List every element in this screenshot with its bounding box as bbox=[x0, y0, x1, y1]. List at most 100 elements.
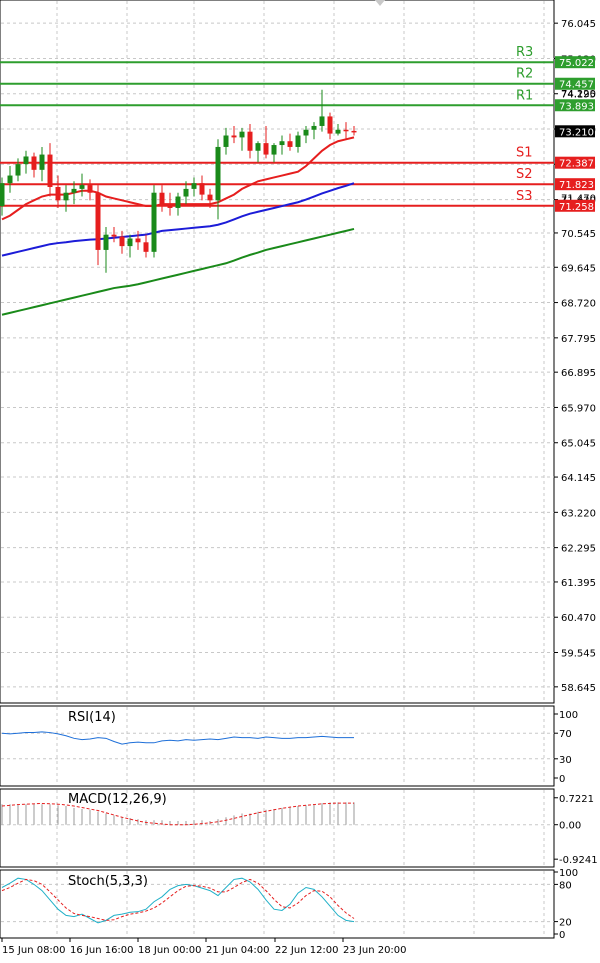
candle-body bbox=[23, 156, 29, 165]
axis-tick-label: 20 bbox=[559, 918, 572, 929]
candle-body bbox=[215, 146, 221, 201]
pivot-level-tag bbox=[555, 56, 595, 69]
time-tick-label: 18 Jun 00:00 bbox=[138, 945, 202, 956]
candle-body bbox=[207, 194, 213, 201]
price-tick-label: 64.145 bbox=[561, 473, 596, 484]
price-tick-label: 59.545 bbox=[561, 649, 596, 660]
candle-body bbox=[319, 116, 325, 126]
candlesticks bbox=[0, 89, 357, 273]
scroll-marker-icon bbox=[375, 0, 385, 6]
pivot-level-name: S3 bbox=[516, 189, 533, 204]
price-tick-label: 69.645 bbox=[561, 263, 596, 274]
candle-body bbox=[71, 188, 77, 193]
current-price-box bbox=[555, 125, 595, 138]
rsi-axis: 100 70 30 0 bbox=[554, 710, 578, 785]
candle-body bbox=[271, 145, 277, 155]
price-tick-label: 61.395 bbox=[561, 578, 596, 589]
candle-body bbox=[231, 135, 237, 138]
pivot-level-name: R2 bbox=[516, 67, 533, 82]
macd-signal-series bbox=[1, 802, 354, 826]
pivot-level-value: 71.258 bbox=[559, 202, 594, 213]
candle-body bbox=[223, 135, 229, 147]
stoch-lines bbox=[1, 877, 355, 924]
candle-body bbox=[311, 125, 317, 130]
price-tick-label: 76.045 bbox=[561, 19, 596, 30]
candle-body bbox=[127, 238, 133, 247]
pivot-level-name: S1 bbox=[516, 146, 533, 161]
rsi-grid bbox=[1, 707, 554, 785]
price-tick-label: 65.045 bbox=[561, 439, 596, 450]
price-tick-label: 68.720 bbox=[561, 299, 596, 310]
pivot-level-value: 72.387 bbox=[559, 159, 594, 170]
candle-body bbox=[303, 129, 309, 136]
pivot-level-tag bbox=[555, 77, 595, 90]
price-tick-label: 74.220 bbox=[561, 89, 596, 100]
price-tick-label: 67.795 bbox=[561, 334, 596, 345]
current-price-value: 73.210 bbox=[559, 127, 594, 138]
rsi-line bbox=[1, 731, 354, 745]
axis-tick-label: 80 bbox=[559, 880, 572, 891]
candle-body bbox=[327, 116, 333, 134]
axis-tick-label: 0 bbox=[559, 930, 565, 941]
axis-tick-label: 70 bbox=[559, 729, 572, 740]
candle-body bbox=[351, 130, 357, 133]
candle-body bbox=[295, 135, 301, 147]
candle-body bbox=[287, 141, 293, 147]
pivot-levels: R3 R2 R1 S1 S2 S3 bbox=[0, 45, 554, 207]
candle-body bbox=[63, 192, 69, 201]
pivot-level-tag bbox=[555, 199, 595, 212]
candle-body bbox=[39, 154, 45, 170]
pivot-level-tags: 75.022 74.457 73.893 72.387 71.823 71.258 bbox=[555, 56, 595, 213]
pivot-level-value: 73.893 bbox=[559, 101, 594, 112]
pivot-level-tag bbox=[555, 99, 595, 112]
pivot-level-name: S2 bbox=[516, 167, 533, 182]
price-tick-label: 70.545 bbox=[561, 229, 596, 240]
price-tick-label: 58.645 bbox=[561, 683, 596, 694]
axis-tick-label: -0.9241 bbox=[559, 855, 598, 866]
axis-tick-label: 30 bbox=[559, 755, 572, 766]
candle-body bbox=[47, 154, 53, 187]
pivot-level-name: R1 bbox=[516, 88, 533, 103]
moving-average-line bbox=[1, 182, 355, 257]
time-tick-label: 22 Jun 12:00 bbox=[275, 945, 339, 956]
candle-body bbox=[119, 236, 125, 247]
candle-body bbox=[135, 238, 141, 243]
candle-body bbox=[143, 242, 149, 252]
stoch-label: Stoch(5,3,3) bbox=[68, 874, 148, 889]
candle-body bbox=[103, 234, 109, 250]
time-tick-label: 21 Jun 04:00 bbox=[206, 945, 270, 956]
axis-tick-label: 100 bbox=[559, 868, 578, 879]
rsi-label: RSI(14) bbox=[68, 710, 116, 725]
time-tick-label: 15 Jun 08:00 bbox=[2, 945, 66, 956]
candle-body bbox=[191, 183, 197, 189]
stoch-k-series bbox=[1, 877, 355, 924]
candle-body bbox=[175, 196, 181, 208]
macd-histogram bbox=[1, 802, 355, 825]
pivot-level-name: R3 bbox=[516, 45, 533, 60]
price-tick-label: 65.970 bbox=[561, 403, 596, 414]
candle-body bbox=[247, 131, 253, 151]
time-axis: 15 Jun 08:00 16 Jun 16:00 18 Jun 00:00 21 J… bbox=[1, 938, 407, 956]
candle-body bbox=[255, 143, 261, 151]
price-tick-label: 62.295 bbox=[561, 544, 596, 555]
candle-body bbox=[343, 129, 349, 132]
pivot-level-value: 71.823 bbox=[559, 180, 594, 191]
candle-body bbox=[15, 164, 21, 176]
price-tick-label: 60.470 bbox=[561, 613, 596, 624]
price-tick-label: 71.470 bbox=[561, 194, 596, 205]
candle-body bbox=[111, 234, 117, 237]
price-grid bbox=[1, 1, 554, 702]
time-tick-label: 16 Jun 16:00 bbox=[70, 945, 134, 956]
candle-body bbox=[31, 156, 37, 170]
macd-grid bbox=[1, 790, 554, 866]
current-price-tag: 73.210 bbox=[555, 125, 595, 138]
price-tick-label: 63.220 bbox=[561, 508, 596, 519]
pivot-level-tag bbox=[555, 178, 595, 191]
rsi-series bbox=[1, 731, 354, 745]
candle-body bbox=[79, 185, 85, 189]
candle-body bbox=[263, 143, 269, 155]
pivot-level-value: 75.022 bbox=[559, 58, 594, 69]
